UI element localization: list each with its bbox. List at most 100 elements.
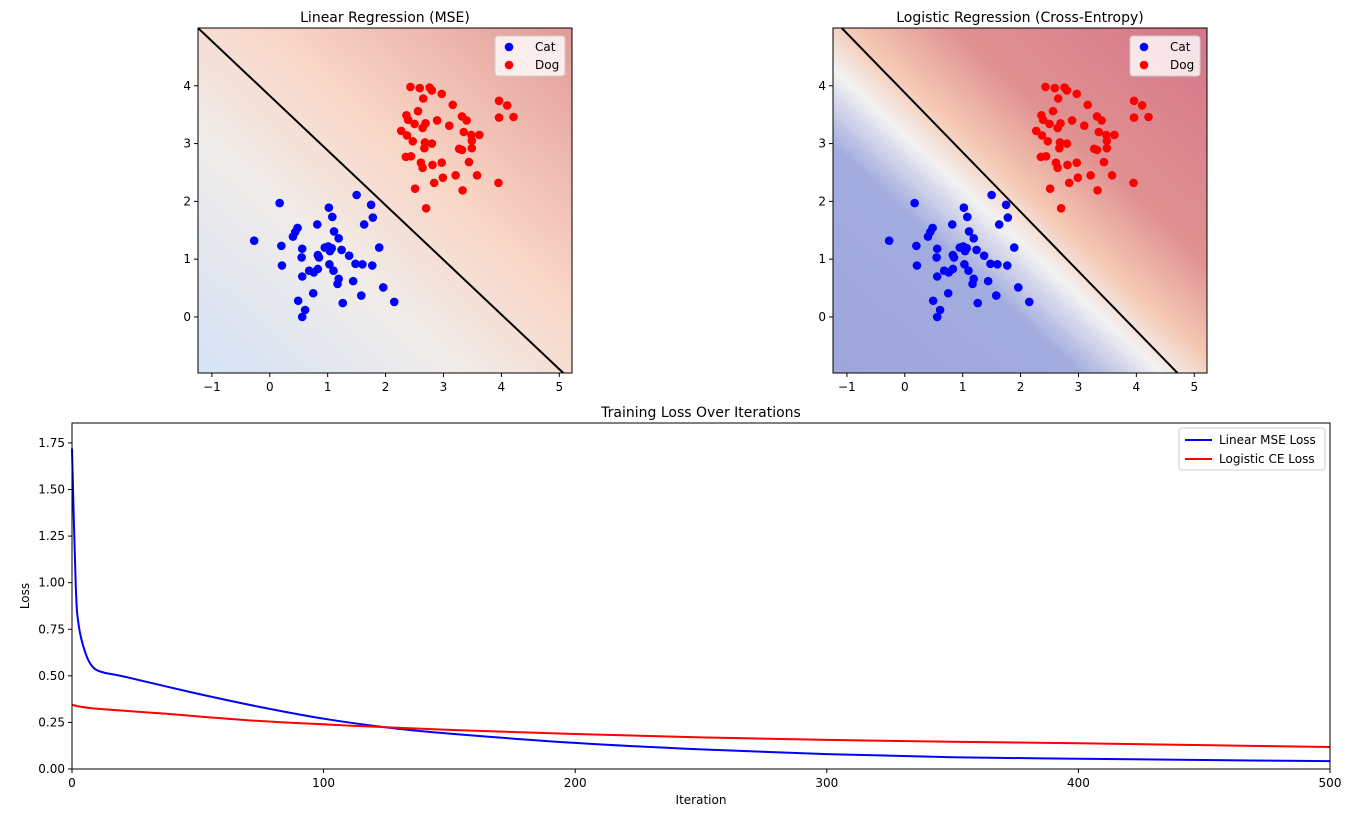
dog-point	[509, 112, 518, 122]
dog-point	[462, 116, 471, 125]
dog-point	[502, 101, 512, 110]
cat-point	[334, 234, 343, 243]
cat-point	[948, 264, 958, 274]
dog-point	[1129, 178, 1138, 188]
cat-point	[297, 253, 306, 262]
dog-point	[427, 86, 437, 95]
cat-point	[947, 220, 957, 229]
cat-point	[968, 279, 977, 289]
cat-point	[1009, 243, 1019, 252]
dog-point	[1062, 86, 1072, 95]
dog-point	[429, 178, 439, 188]
dog-point	[408, 136, 418, 146]
dog-point	[1102, 143, 1112, 153]
dog-point	[1053, 94, 1063, 103]
cat-point	[359, 220, 369, 229]
x-tick-label: 0	[266, 380, 274, 394]
cat-point	[308, 288, 318, 298]
cat-point	[983, 276, 993, 286]
dog-point	[1031, 126, 1041, 136]
dog-point	[1041, 82, 1050, 92]
cat-point	[337, 245, 346, 255]
x-tick-label: 0	[68, 776, 76, 790]
cat-point	[352, 190, 361, 200]
linear-regression-panel: −1 0 1 2 3 4 5 0 1 2 3 4 Linear Regression (MSE) Cat D…	[183, 10, 573, 394]
dog-point	[494, 113, 504, 122]
dog-point	[475, 130, 484, 140]
dog-point	[1056, 204, 1066, 213]
x-tick-label: 5	[555, 380, 563, 394]
x-tick-label: 2	[1017, 380, 1025, 394]
dog-point	[421, 204, 431, 213]
cat-point	[374, 243, 384, 252]
dog-point	[1129, 113, 1139, 122]
dog-point	[1072, 158, 1082, 167]
x-tick-label: 1	[324, 380, 332, 394]
dog-point	[406, 151, 416, 161]
dog-point	[413, 106, 423, 116]
y-tick-label: 0.00	[38, 762, 65, 776]
legend-label: Logistic CE Loss	[1219, 452, 1315, 466]
x-tick-label: 2	[382, 380, 390, 394]
dog-point	[1099, 157, 1109, 167]
cat-point	[972, 245, 981, 255]
cat-point	[325, 246, 335, 256]
dog-point	[1037, 131, 1047, 140]
cat-point	[959, 203, 969, 213]
dog-point	[1045, 184, 1055, 193]
cat-point	[314, 253, 324, 262]
cat-point	[378, 283, 388, 292]
dog-point	[428, 160, 437, 170]
y-tick-label: 0.75	[38, 622, 65, 636]
cat-point	[389, 297, 399, 307]
dog-point	[1072, 89, 1082, 99]
cat-point	[329, 266, 338, 276]
dog-point	[472, 171, 482, 180]
axes-frame	[832, 27, 1208, 374]
cat-point	[293, 296, 303, 306]
cat-point	[993, 260, 1002, 269]
dog-point	[418, 94, 428, 103]
dog-point	[427, 139, 437, 148]
dog-point	[410, 119, 419, 129]
cat-point	[249, 236, 259, 245]
y-tick-label: 0	[183, 310, 191, 324]
cat-point	[986, 259, 995, 269]
x-tick-label: 100	[312, 776, 335, 790]
legend-label: Cat	[1170, 40, 1191, 54]
dog-point	[1053, 163, 1062, 173]
x-tick-label: 3	[440, 380, 448, 394]
chart-title: Linear Regression (MSE)	[300, 10, 470, 26]
dog-point	[1063, 160, 1072, 170]
cat-point	[912, 241, 921, 251]
dog-point	[1110, 130, 1119, 140]
y-axis-label: Loss	[18, 583, 32, 609]
dog-point	[451, 171, 460, 180]
y-tick-label: 1	[818, 252, 826, 266]
cat-point	[963, 212, 972, 222]
cat-point	[964, 227, 974, 236]
cat-point	[928, 223, 937, 233]
dog-point	[1038, 115, 1048, 125]
cat-point	[277, 241, 286, 251]
legend-label: Linear MSE Loss	[1219, 433, 1316, 447]
dog-point	[403, 115, 413, 125]
cat-point	[329, 227, 339, 236]
x-tick-label: 200	[564, 776, 587, 790]
cat-point	[277, 261, 287, 270]
cat-point	[328, 212, 337, 222]
dog-point	[1102, 136, 1112, 145]
legend-marker-dog	[504, 60, 514, 70]
logistic-regression-panel: −1 0 1 2 3 4 5 0 1 2 3 4 Logistic Regression (Cross-…	[818, 10, 1208, 394]
x-tick-label: 400	[1067, 776, 1090, 790]
dog-point	[1107, 171, 1117, 180]
cat-point	[932, 253, 941, 262]
y-tick-label: 4	[818, 79, 826, 93]
dog-point	[458, 186, 467, 195]
dog-point	[1048, 106, 1058, 116]
dog-point	[1062, 139, 1072, 148]
y-tick-label: 1	[183, 252, 191, 266]
cat-point	[991, 291, 1001, 300]
cat-point	[912, 261, 922, 270]
